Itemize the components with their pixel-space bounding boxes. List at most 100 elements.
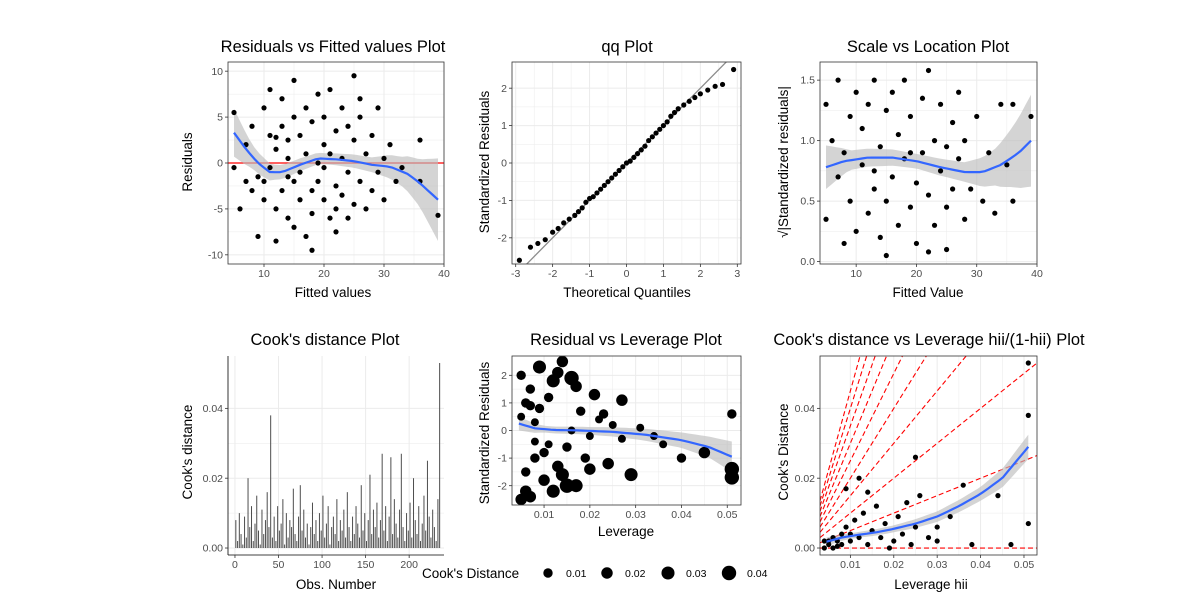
- tick-label-x: 1: [661, 268, 667, 280]
- data-point: [339, 192, 345, 198]
- data-point: [871, 168, 877, 174]
- confidence-band: [826, 94, 1031, 189]
- data-point: [249, 123, 255, 129]
- data-point: [534, 403, 545, 414]
- data-point: [291, 77, 297, 83]
- confidence-band: [234, 108, 438, 241]
- panel-qq: qq Plot Theoretical Quantiles Standardiz…: [477, 38, 742, 300]
- data-point: [616, 394, 628, 406]
- data-point: [375, 105, 381, 111]
- data-point: [659, 440, 668, 449]
- data-point: [960, 482, 966, 488]
- tick-label-x: 0.05: [717, 509, 738, 521]
- panel-border: [819, 61, 1038, 265]
- tick-label-y: 0.00: [795, 543, 816, 555]
- data-point: [237, 206, 243, 212]
- data-point: [530, 453, 540, 463]
- tick-label-x: 20: [318, 268, 330, 280]
- data-point: [363, 206, 369, 212]
- data-point: [297, 132, 303, 139]
- data-point: [351, 201, 357, 207]
- tick-label-x: 100: [313, 559, 331, 571]
- data-point: [569, 479, 583, 493]
- ticks-scale-location: 10 20 30 40 0.0 0.5 1.0 1.5: [800, 75, 1043, 280]
- tick-label-y: -2: [498, 480, 507, 492]
- data-point: [889, 89, 895, 95]
- data-point: [609, 175, 615, 181]
- data-point: [598, 186, 604, 192]
- data-point: [339, 105, 345, 111]
- tick-label-x: 20: [911, 268, 923, 280]
- data-point: [853, 228, 859, 234]
- data-point: [285, 174, 291, 180]
- ylabel-scale-location: √|Standardized residuals|: [776, 86, 791, 238]
- data-point: [566, 216, 572, 222]
- data-point: [539, 447, 549, 458]
- legend-label: 0.03: [686, 568, 707, 580]
- data-point: [333, 183, 339, 189]
- data-point: [907, 204, 914, 210]
- data-point: [584, 463, 596, 475]
- data-point: [835, 77, 841, 83]
- plot-cooks-leverage: 0.01 0.02 0.03 0.04 0.05 0.00 0.02 0.04: [795, 355, 1038, 571]
- xlabel-scale-location: Fitted Value: [892, 285, 963, 300]
- data-point: [524, 490, 537, 503]
- tick-label-x: 150: [357, 559, 375, 571]
- tick-label-y: 0.5: [800, 196, 815, 208]
- data-point: [624, 468, 638, 482]
- data-point: [393, 178, 399, 184]
- marks-resid-fitted: [228, 73, 444, 253]
- data-point: [357, 114, 363, 120]
- data-point: [627, 158, 633, 164]
- data-point: [889, 174, 895, 180]
- data-point: [883, 252, 889, 259]
- data-point: [947, 513, 953, 520]
- tick-label-x: 10: [258, 268, 270, 280]
- dashed-reference-line: [820, 356, 904, 523]
- data-point: [992, 210, 998, 216]
- data-point: [333, 128, 339, 134]
- data-point: [919, 150, 926, 156]
- data-point: [561, 220, 567, 226]
- data-point: [847, 198, 853, 204]
- data-point: [594, 190, 600, 196]
- tick-label-y: 5: [217, 112, 223, 124]
- dashed-reference-line: [820, 356, 876, 512]
- data-point: [542, 237, 548, 243]
- data-point: [291, 114, 297, 120]
- data-point: [727, 409, 737, 419]
- tick-label-y: -10: [208, 249, 223, 261]
- data-point: [279, 123, 285, 129]
- data-point: [895, 131, 901, 138]
- smooth-line: [233, 132, 439, 201]
- title-resid-leverage: Residual vs Leverage Plot: [530, 331, 722, 349]
- marks-resid-leverage: [515, 356, 740, 505]
- data-point: [555, 225, 561, 232]
- tick-label-y: 0.0: [800, 256, 815, 268]
- tick-label-x: 0.03: [927, 559, 948, 571]
- title-qq: qq Plot: [601, 38, 653, 56]
- data-point: [315, 178, 321, 184]
- tick-label-y: 0.02: [203, 473, 224, 485]
- data-point: [931, 138, 938, 144]
- data-point: [847, 113, 853, 120]
- data-point: [925, 249, 932, 255]
- tick-label-x: 3: [734, 268, 740, 280]
- data-point: [986, 150, 992, 156]
- data-point: [285, 215, 291, 221]
- data-point: [823, 216, 829, 222]
- tick-label-y: 2: [501, 83, 507, 95]
- tick-label-y: -1: [498, 195, 507, 207]
- data-point: [859, 125, 865, 132]
- data-point: [1010, 101, 1016, 107]
- marks-scale-location: [823, 67, 1034, 259]
- data-point: [642, 143, 648, 149]
- data-point: [515, 493, 527, 505]
- data-point: [321, 142, 327, 148]
- data-point: [871, 77, 877, 83]
- data-point: [249, 187, 255, 194]
- data-point: [590, 194, 596, 200]
- tick-label-x: 0.04: [671, 509, 692, 521]
- data-point: [980, 198, 986, 204]
- panel-scale-location: Scale vs Location Plot Fitted Value √|St…: [776, 38, 1043, 300]
